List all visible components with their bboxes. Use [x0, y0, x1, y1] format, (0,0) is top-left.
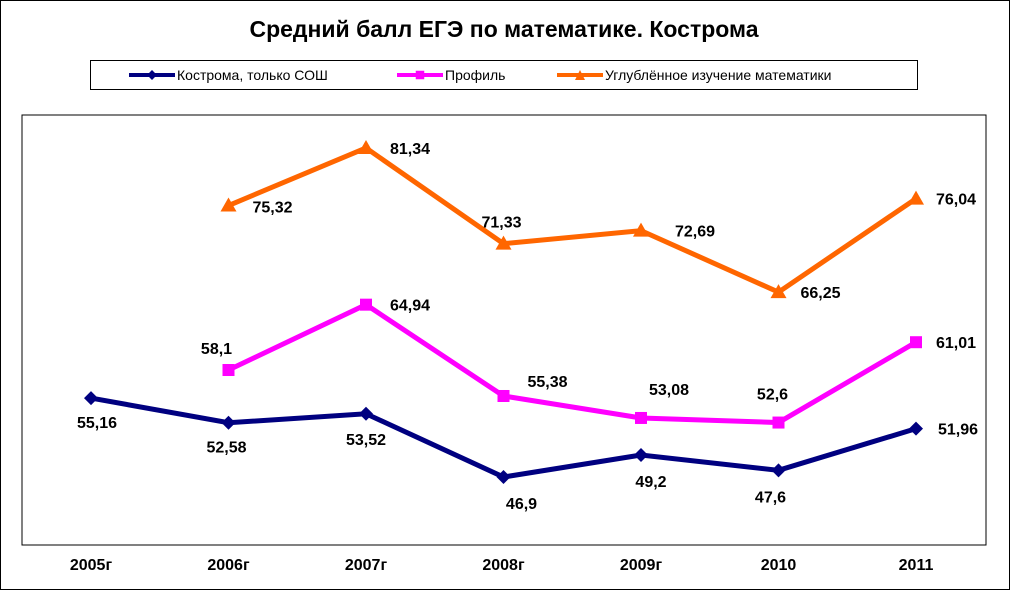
data-point — [635, 411, 647, 424]
series-line-1 — [227, 301, 918, 426]
data-point — [634, 448, 648, 463]
chart-legend: Кострома, только СОШ Профиль Углублённое… — [90, 60, 918, 90]
data-point — [84, 391, 98, 406]
data-label: 52,58 — [206, 440, 246, 457]
series-line-0 — [90, 395, 917, 480]
data-point — [497, 389, 510, 402]
legend-swatch-uglublennoe-icon — [557, 69, 603, 81]
data-point — [772, 416, 785, 429]
data-point — [359, 406, 373, 421]
data-label: 47,6 — [755, 489, 786, 506]
data-label: 52,6 — [757, 387, 788, 404]
data-label: 58,1 — [201, 341, 232, 358]
data-point — [633, 222, 649, 237]
legend-label-uglublennoe: Углублённое изучение математики — [605, 67, 832, 83]
data-label: 51,96 — [938, 422, 978, 439]
x-tick-label: 2006г — [207, 557, 250, 574]
data-label: 46,9 — [506, 496, 537, 513]
legend-item-kostroma: Кострома, только СОШ — [129, 61, 328, 89]
x-tick-label: 2007г — [345, 557, 388, 574]
x-tick-label: 2009г — [620, 557, 663, 574]
data-point — [770, 284, 787, 299]
series-line-2 — [227, 145, 918, 296]
data-label: 75,32 — [252, 200, 292, 217]
data-label: 71,33 — [481, 215, 521, 232]
data-point — [495, 235, 512, 250]
data-point — [358, 140, 374, 154]
data-label: 76,04 — [936, 192, 976, 209]
x-tick-label: 2008г — [482, 557, 525, 574]
data-label: 55,38 — [527, 374, 567, 391]
data-label: 81,34 — [390, 141, 430, 158]
data-point — [222, 364, 235, 377]
data-point — [221, 415, 236, 430]
data-point — [909, 421, 923, 436]
legend-label-profil: Профиль — [445, 67, 506, 83]
data-label: 66,25 — [800, 285, 840, 302]
data-point — [360, 298, 372, 311]
x-tick-label: 2011 — [899, 557, 934, 574]
data-point — [771, 463, 786, 478]
legend-swatch-profil-icon — [397, 69, 443, 81]
data-point — [910, 336, 922, 349]
x-tick-label: 2005г — [70, 557, 113, 574]
data-label: 49,2 — [635, 474, 666, 491]
data-label: 72,69 — [675, 224, 715, 241]
chart-title: Средний балл ЕГЭ по математике. Кострома — [249, 16, 759, 42]
data-label: 64,94 — [390, 298, 430, 315]
plot-area — [21, 114, 987, 546]
legend-label-kostroma: Кострома, только СОШ — [177, 67, 328, 83]
data-point — [220, 197, 237, 212]
legend-swatch-kostroma-icon — [129, 69, 175, 81]
data-point — [496, 470, 511, 484]
data-label: 53,52 — [346, 432, 386, 449]
x-tick-label: 2010 — [761, 557, 797, 574]
data-label: 55,16 — [77, 415, 117, 432]
legend-item-uglublennoe: Углублённое изучение математики — [557, 61, 831, 89]
data-label: 53,08 — [649, 382, 689, 399]
data-point — [908, 190, 924, 205]
legend-item-profil: Профиль — [397, 61, 505, 89]
data-label: 61,01 — [936, 335, 976, 352]
